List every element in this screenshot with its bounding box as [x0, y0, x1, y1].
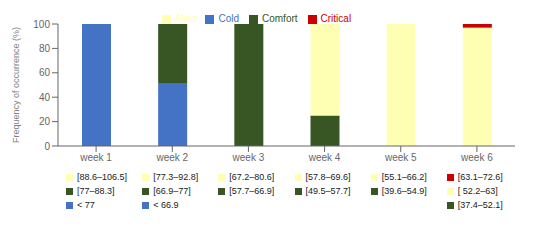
- html-text:[88.6–106.5]: [88.6–106.5]: [77, 172, 127, 182]
- svg-text:80: 80: [39, 43, 51, 54]
- html-text:[39.6–54.9]: [39.6–54.9]: [381, 186, 427, 196]
- html-text:[67.2–80.6]: [67.2–80.6]: [229, 172, 275, 182]
- html-text:[57.8–69.6]: [57.8–69.6]: [305, 172, 351, 182]
- html-text:Comfort: Comfort: [262, 13, 298, 24]
- svg-text:40: 40: [39, 92, 51, 103]
- svg-text:100: 100: [33, 19, 50, 30]
- html-text:Alert: Alert: [174, 13, 196, 24]
- html-text:[63.1–72.6]: [63.1–72.6]: [457, 172, 503, 182]
- html-text:[66.9–77]: [66.9–77]: [153, 186, 191, 196]
- html-text:[49.5–57.7]: [49.5–57.7]: [305, 186, 351, 196]
- html-text:[55.1–66.2]: [55.1–66.2]: [381, 172, 427, 182]
- html-text:[ 52.2–63]: [ 52.2–63]: [457, 186, 498, 196]
- svg-text:week 2: week 2: [155, 152, 188, 163]
- svg-text:Frequency of occurrence (%): Frequency of occurrence (%): [11, 27, 21, 143]
- html-text:Cold: Cold: [218, 13, 239, 24]
- html-text:< 66.9: < 66.9: [153, 200, 179, 210]
- svg-text:20: 20: [39, 116, 51, 127]
- html-text:[37.4–52.1]: [37.4–52.1]: [457, 200, 503, 210]
- svg-text:60: 60: [39, 67, 51, 78]
- svg-text:0: 0: [44, 141, 50, 152]
- html-text:< 77: < 77: [77, 200, 95, 210]
- svg-text:week 3: week 3: [232, 152, 265, 163]
- html-text:[77–88.3]: [77–88.3]: [77, 186, 115, 196]
- html-text:Critical: Critical: [320, 13, 352, 24]
- html-text:[57.7–66.9]: [57.7–66.9]: [229, 186, 275, 196]
- html-text:[77.3–92.8]: [77.3–92.8]: [153, 172, 199, 182]
- svg-text:week 5: week 5: [384, 152, 417, 163]
- svg-text:week 6: week 6: [460, 152, 493, 163]
- svg-text:week 1: week 1: [79, 152, 112, 163]
- svg-text:week 4: week 4: [308, 152, 341, 163]
